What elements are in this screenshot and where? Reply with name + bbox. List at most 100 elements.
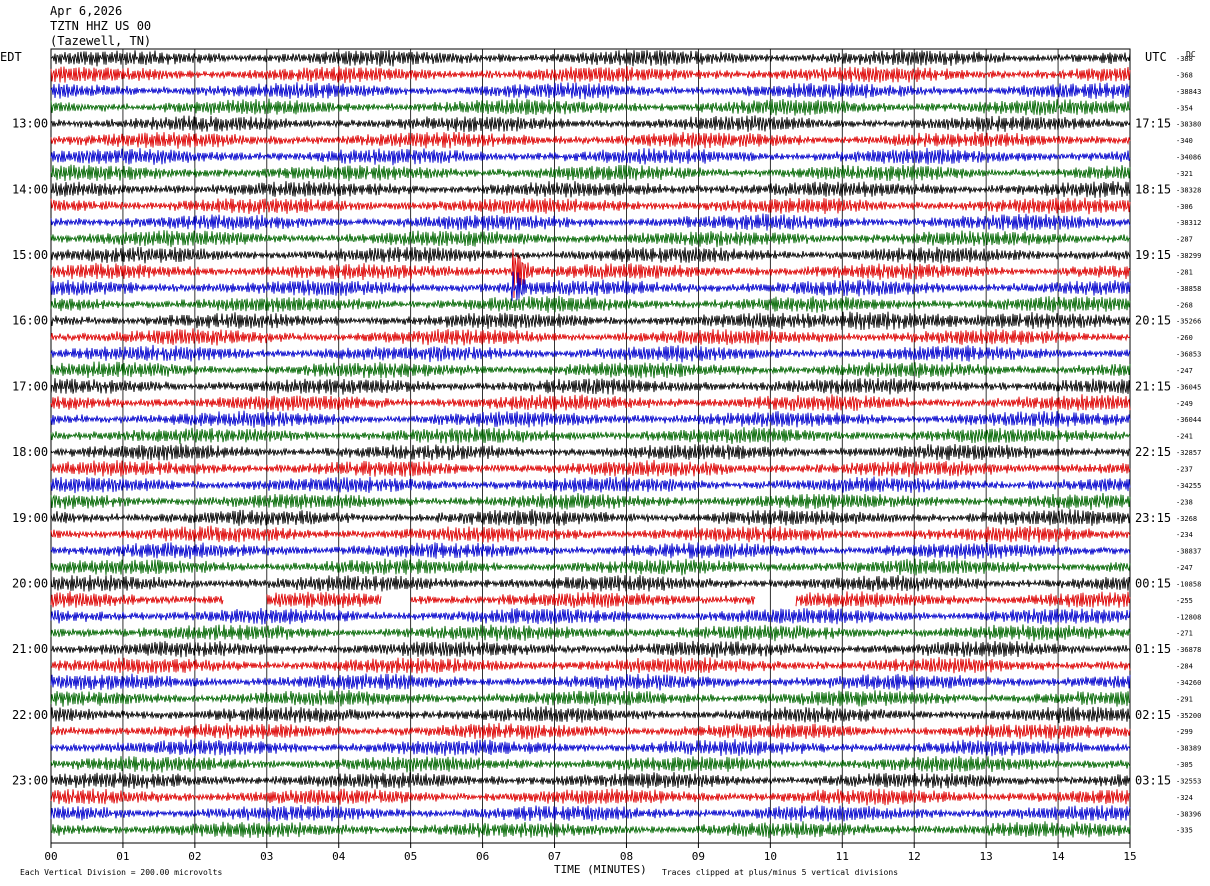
seismic-trace (50, 115, 1131, 133)
hour-label-right: 21:15 (1135, 379, 1171, 393)
dc-offset-label: -287 (1176, 236, 1193, 244)
seismic-trace (50, 821, 1131, 839)
hour-label-left: 13:00 (12, 117, 48, 131)
x-tick-label: 11 (836, 850, 849, 863)
seismic-trace (50, 230, 1131, 248)
x-axis-title: TIME (MINUTES) (554, 863, 647, 876)
dc-offset-label: -3268 (1176, 515, 1197, 523)
dc-offset-label: -247 (1176, 367, 1193, 375)
seismic-trace (50, 607, 1131, 625)
seismic-trace (50, 706, 1131, 724)
dc-offset-label: -238 (1176, 498, 1193, 506)
seismic-trace (50, 443, 1131, 461)
dc-offset-label: -36045 (1176, 383, 1201, 391)
seismic-trace (50, 657, 1131, 674)
x-tick-label: 10 (764, 850, 777, 863)
dc-offset-label: -35266 (1176, 318, 1201, 326)
seismic-trace (50, 558, 1131, 576)
seismic-trace (50, 427, 1131, 445)
seismic-trace (50, 804, 1131, 822)
hour-label-left: 14:00 (12, 182, 48, 196)
x-tick-label: 13 (980, 850, 993, 863)
seismic-trace (50, 525, 1131, 543)
x-tick-label: 08 (620, 850, 633, 863)
dc-offset-label: -234 (1176, 531, 1193, 539)
dc-offset-label: -38312 (1176, 219, 1201, 227)
seismic-trace (50, 476, 1131, 494)
hour-label-right: 17:15 (1135, 117, 1171, 131)
clip-note: Traces clipped at plus/minus 5 vertical … (662, 868, 899, 877)
seismic-trace (50, 739, 1131, 757)
dc-offset-label: -335 (1176, 827, 1193, 835)
seismic-trace (50, 361, 1131, 379)
seismic-trace (50, 755, 1131, 773)
dc-offset-label: -38328 (1176, 186, 1201, 194)
hour-label-right: 00:15 (1135, 576, 1171, 590)
hour-label-left: 19:00 (12, 511, 48, 525)
dc-offset-label: -260 (1176, 334, 1193, 342)
header-station: TZTN HHZ US 00 (50, 19, 152, 33)
x-tick-label: 01 (116, 850, 129, 863)
header-date: Apr 6,2026 (50, 4, 123, 18)
dc-offset-label: -306 (1176, 203, 1193, 211)
dc-offset-label: -241 (1176, 433, 1193, 441)
seismic-trace (50, 246, 1131, 264)
seismic-trace (50, 394, 1131, 412)
x-tick-label: 00 (44, 850, 57, 863)
dc-offset-label: -368 (1176, 71, 1193, 79)
dc-column-label: DC (1186, 50, 1196, 59)
seismic-trace (50, 591, 1131, 609)
seismic-trace (50, 66, 1131, 83)
x-tick-label: 02 (188, 850, 201, 863)
x-tick-label: 09 (692, 850, 705, 863)
seismic-trace (50, 344, 1131, 363)
dc-offset-label: -35200 (1176, 712, 1201, 720)
x-tick-label: 07 (548, 850, 561, 863)
dc-offset-label: -305 (1176, 761, 1193, 769)
seismic-trace (50, 624, 1131, 642)
x-tick-label: 12 (908, 850, 921, 863)
seismic-trace (50, 509, 1131, 527)
seismic-trace (50, 328, 1131, 346)
seismic-trace (50, 492, 1131, 510)
dc-offset-label: -34086 (1176, 154, 1201, 162)
hour-label-right: 20:15 (1135, 314, 1171, 328)
dc-offset-label: -36853 (1176, 351, 1201, 359)
hour-label-left: 16:00 (12, 314, 48, 328)
hour-label-left: 23:00 (12, 773, 48, 787)
seismic-trace (50, 772, 1131, 789)
seismic-trace (50, 542, 1131, 560)
seismic-trace (50, 147, 1131, 166)
dc-offset-label: -34260 (1176, 679, 1201, 687)
dc-offset-label: -299 (1176, 728, 1193, 736)
dc-offset-label: -249 (1176, 400, 1193, 408)
hour-label-right: 01:15 (1135, 642, 1171, 656)
seismic-trace (50, 722, 1131, 740)
hour-label-right: 18:15 (1135, 182, 1171, 196)
seismic-trace (50, 295, 1131, 313)
seismic-trace (50, 180, 1131, 198)
seismic-trace (50, 131, 1131, 149)
dc-offset-label: -38389 (1176, 745, 1201, 753)
x-tick-label: 15 (1123, 850, 1136, 863)
dc-offset-label: -38299 (1176, 252, 1201, 260)
seismic-trace (50, 377, 1131, 395)
seismic-trace (50, 98, 1131, 116)
dc-offset-label: -284 (1176, 663, 1193, 671)
seismic-trace (50, 311, 1131, 331)
dc-offset-label: -38858 (1176, 285, 1201, 293)
scale-note: Each Vertical Division = 200.00 microvol… (20, 868, 223, 877)
dc-offset-label: -291 (1176, 695, 1193, 703)
dc-offset-label: -268 (1176, 301, 1193, 309)
dc-offset-label: -38380 (1176, 121, 1201, 129)
dc-offset-label: -324 (1176, 794, 1193, 802)
hour-label-right: 22:15 (1135, 445, 1171, 459)
seismic-trace (50, 82, 1131, 100)
dc-offset-label: -12808 (1176, 613, 1201, 621)
dc-offset-label: -36878 (1176, 646, 1201, 654)
seismic-trace (51, 640, 1131, 658)
seismic-trace (50, 213, 1131, 231)
hour-label-left: 17:00 (12, 379, 48, 393)
seismic-trace (50, 689, 1131, 707)
